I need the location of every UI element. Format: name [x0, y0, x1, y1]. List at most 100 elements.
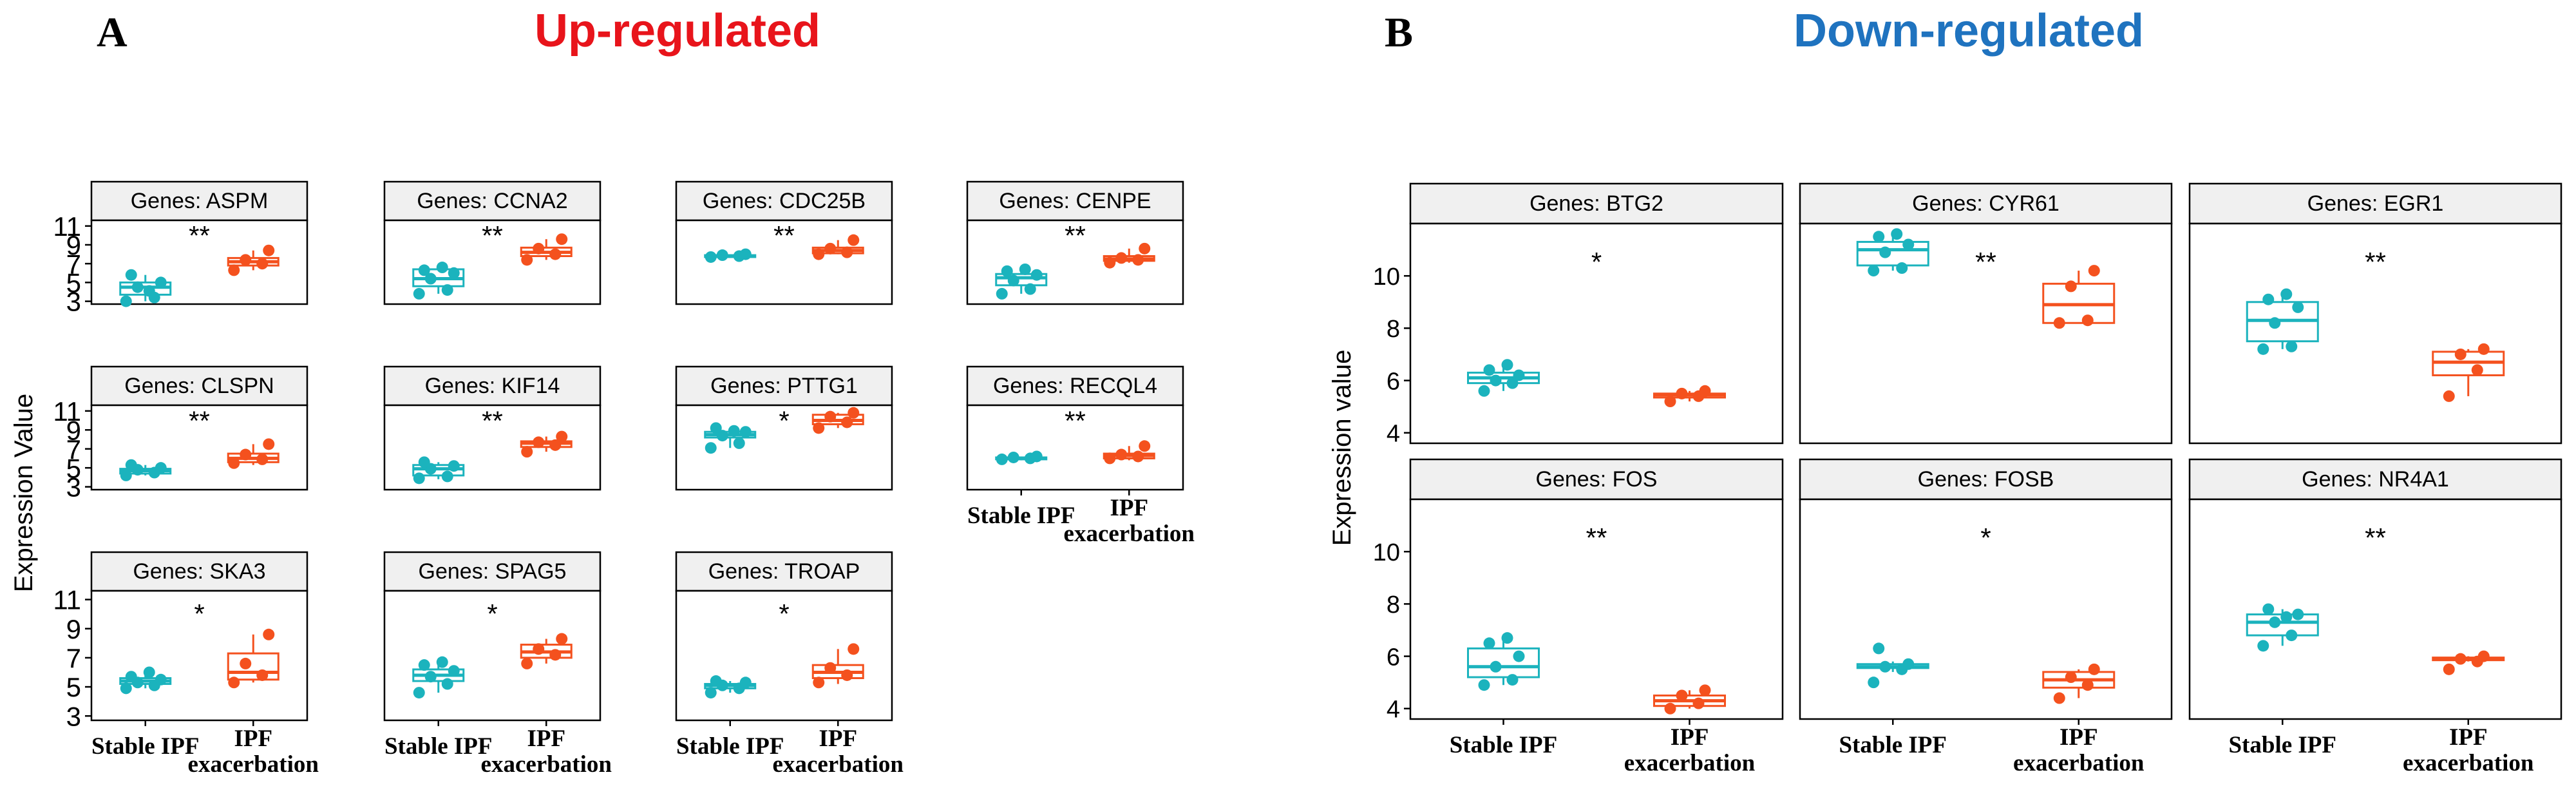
facet-strip: [383, 365, 601, 407]
box-stable: [1467, 359, 1540, 397]
data-point: [1506, 674, 1519, 686]
data-point: [1007, 274, 1019, 287]
data-point: [155, 462, 167, 474]
facet-strip: [675, 365, 893, 407]
y-tick-label: 5: [66, 268, 81, 298]
data-point: [521, 657, 533, 669]
data-point: [418, 264, 430, 276]
data-point: [1868, 265, 1880, 277]
box-exacerbation: [227, 244, 279, 276]
x-tick-label: IPF: [2060, 724, 2098, 751]
facet-strip: [1799, 182, 2173, 225]
data-point: [1501, 632, 1513, 644]
data-point: [418, 456, 430, 468]
data-point: [705, 442, 717, 454]
significance-label: **: [773, 220, 795, 251]
x-tick-label: IPF: [819, 725, 857, 752]
x-tick-label: exacerbation: [2013, 750, 2145, 776]
data-point: [521, 446, 533, 458]
y-tick-label: 5: [66, 453, 81, 483]
panel-a-title: Up-regulated: [535, 5, 820, 57]
facet-label: Genes: PTTG1: [710, 374, 858, 398]
facet-strip: [2188, 182, 2562, 225]
facet-strip: [1799, 458, 2173, 501]
box-stable: [119, 269, 172, 307]
box-stable: [704, 422, 757, 454]
data-point: [424, 671, 437, 683]
data-point: [556, 430, 568, 443]
x-tick-label: Stable IPF: [384, 733, 493, 760]
box-exacerbation: [1653, 684, 1726, 715]
y-tick-label: 8: [1387, 316, 1400, 343]
data-point: [813, 677, 825, 689]
data-point: [155, 673, 167, 686]
significance-label: *: [779, 405, 789, 436]
data-point: [549, 439, 562, 451]
facet-label: Genes: CDC25B: [703, 189, 866, 213]
facet-strip: [966, 365, 1184, 407]
x-tick-label: IPF: [527, 725, 565, 752]
data-point: [2257, 343, 2269, 355]
data-point: [1676, 689, 1688, 702]
data-point: [739, 677, 752, 689]
facet-label: Genes: RECQL4: [993, 374, 1157, 398]
data-point: [739, 426, 752, 438]
facet-label: Genes: SPAG5: [419, 559, 567, 584]
data-point: [1139, 242, 1151, 254]
facet-strip: [90, 365, 308, 407]
x-tick-label: IPF: [1671, 724, 1709, 751]
x-tick-label: Stable IPF: [1839, 732, 1947, 758]
facet-strip: [90, 180, 308, 222]
significance-label: **: [1586, 523, 1607, 553]
data-point: [824, 662, 837, 674]
box-iqr: [1856, 240, 1929, 267]
data-point: [841, 669, 853, 681]
data-point: [2286, 629, 2298, 642]
y-tick-label: 7: [66, 643, 81, 673]
data-point: [705, 251, 717, 263]
data-point: [2286, 340, 2298, 352]
data-point: [1501, 359, 1513, 371]
data-point: [1115, 252, 1128, 264]
data-point: [533, 436, 545, 448]
x-tick-label: exacerbation: [1064, 521, 1195, 547]
panel-a-letter: A: [97, 9, 128, 56]
data-point: [533, 643, 545, 655]
data-point: [848, 407, 860, 419]
box-stable: [995, 450, 1048, 465]
facet-label: Genes: CCNA2: [417, 189, 567, 213]
facet-strip: [675, 551, 893, 592]
box-stable: [412, 262, 465, 300]
box-stable: [704, 675, 757, 699]
data-point: [263, 628, 275, 640]
data-point: [2257, 640, 2269, 652]
facet-kif14: Genes: KIF14 **: [383, 365, 601, 491]
data-point: [1490, 660, 1502, 673]
y-tick-label: 8: [1387, 591, 1400, 619]
data-point: [2088, 265, 2100, 277]
data-point: [1879, 660, 1891, 673]
box-stable: [1856, 642, 1929, 689]
data-point: [1483, 637, 1495, 649]
data-point: [1019, 263, 1031, 275]
data-point: [1891, 228, 1903, 240]
box-exacerbation: [1653, 385, 1726, 408]
facet-label: Genes: CLSPN: [124, 374, 274, 398]
facet-pttg1: Genes: PTTG1 *: [675, 365, 893, 491]
data-point: [1104, 256, 1116, 269]
data-point: [240, 657, 252, 669]
facet-label: Genes: CENPE: [999, 189, 1151, 213]
data-point: [1024, 283, 1036, 295]
data-point: [2053, 692, 2065, 704]
data-point: [813, 248, 825, 260]
data-point: [1483, 364, 1495, 376]
data-point: [143, 666, 155, 678]
y-tick-label: 9: [66, 614, 81, 644]
data-point: [240, 448, 252, 461]
facet-label: Genes: BTG2: [1530, 191, 1663, 216]
data-point: [549, 248, 562, 260]
box-iqr: [1467, 647, 1540, 678]
